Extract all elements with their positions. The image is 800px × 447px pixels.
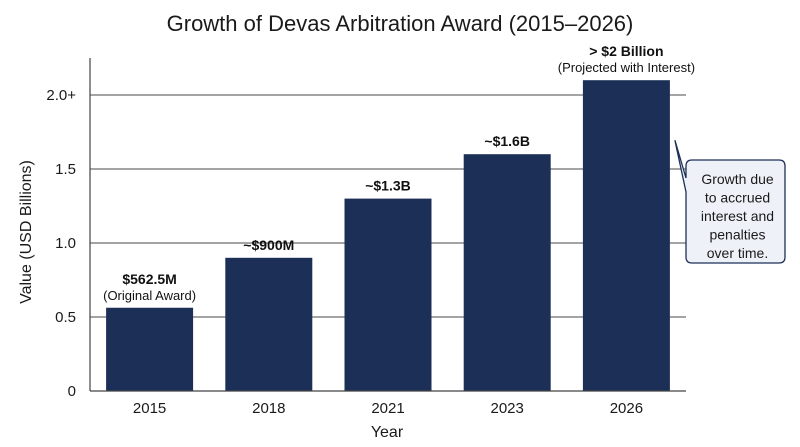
annotation-text-line: to accrued (705, 190, 770, 206)
x-tick-label: 2021 (371, 400, 404, 417)
annotation-text-line: penalties (709, 227, 765, 243)
data-sublabel: (Original Award) (103, 288, 196, 303)
data-labels: (Original Award)$562.5M ~$900M ~$1.3B ~$1.6… (103, 43, 695, 303)
annotation-text-line: over time. (707, 245, 768, 261)
data-sublabel: (Projected with Interest) (558, 60, 695, 75)
data-label: > $2 Billion (589, 43, 663, 59)
x-tick-label: 2026 (610, 400, 643, 417)
annotation: Growth due to accrued interest and penaltie… (674, 140, 786, 264)
y-tick-label: 2.0+ (46, 87, 76, 104)
y-tick-label: 1.5 (55, 161, 76, 178)
annotation-text-line: Growth due (701, 171, 774, 187)
bar (463, 154, 551, 391)
y-tick-label: 1.0 (55, 235, 76, 252)
x-tick-label: 2023 (491, 400, 524, 417)
y-tick-label: 0.5 (55, 309, 76, 326)
bar (582, 80, 670, 391)
x-tick-label: 2015 (133, 400, 166, 417)
bar (344, 198, 432, 391)
data-label: ~$1.3B (365, 178, 411, 194)
y-tick-label: 0 (68, 383, 76, 400)
annotation-callout-box (674, 140, 786, 264)
chart-title: Growth of Devas Arbitration Award (2015–… (167, 11, 634, 36)
x-axis-ticks: 2015 2018 2021 2023 2026 (133, 400, 643, 417)
annotation-text-line: interest and (701, 208, 774, 224)
x-tick-label: 2018 (252, 400, 285, 417)
data-label: ~$1.6B (484, 133, 530, 149)
bars (106, 80, 670, 391)
y-axis-ticks: 0 0.5 1.0 1.5 2.0+ (46, 87, 76, 400)
data-label: ~$900M (243, 237, 294, 253)
y-axis-label: Value (USD Billions) (18, 160, 35, 304)
bar (225, 257, 313, 391)
bar (106, 307, 194, 391)
x-axis-label: Year (371, 424, 404, 441)
data-label: $562.5M (122, 271, 176, 287)
